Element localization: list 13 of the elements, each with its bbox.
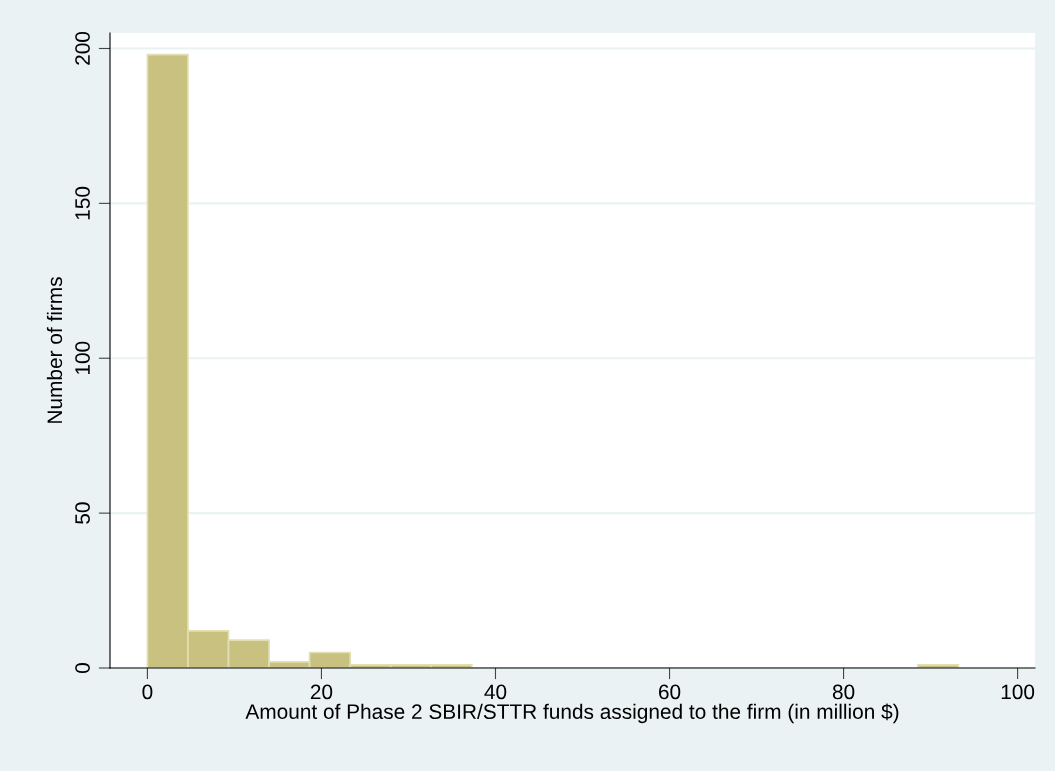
y-tick-label: 0 xyxy=(75,663,90,673)
y-tick-label: 200 xyxy=(75,31,90,65)
y-tick-label: 50 xyxy=(75,502,90,524)
x-axis-title: Amount of Phase 2 SBIR/STTR funds assigned to the firm (in million $) xyxy=(245,703,899,724)
x-tick-label: 40 xyxy=(484,684,507,700)
x-tick-label: 60 xyxy=(659,684,681,700)
y-tick-label: 100 xyxy=(75,341,90,375)
y-tick-label: 150 xyxy=(75,186,90,220)
x-tick-label: 80 xyxy=(832,684,855,700)
x-tick-label: 100 xyxy=(1001,684,1035,700)
y-axis-title: Number of firms xyxy=(46,277,63,423)
x-tick-label: 20 xyxy=(310,684,333,700)
x-tick-label: 0 xyxy=(142,684,153,700)
